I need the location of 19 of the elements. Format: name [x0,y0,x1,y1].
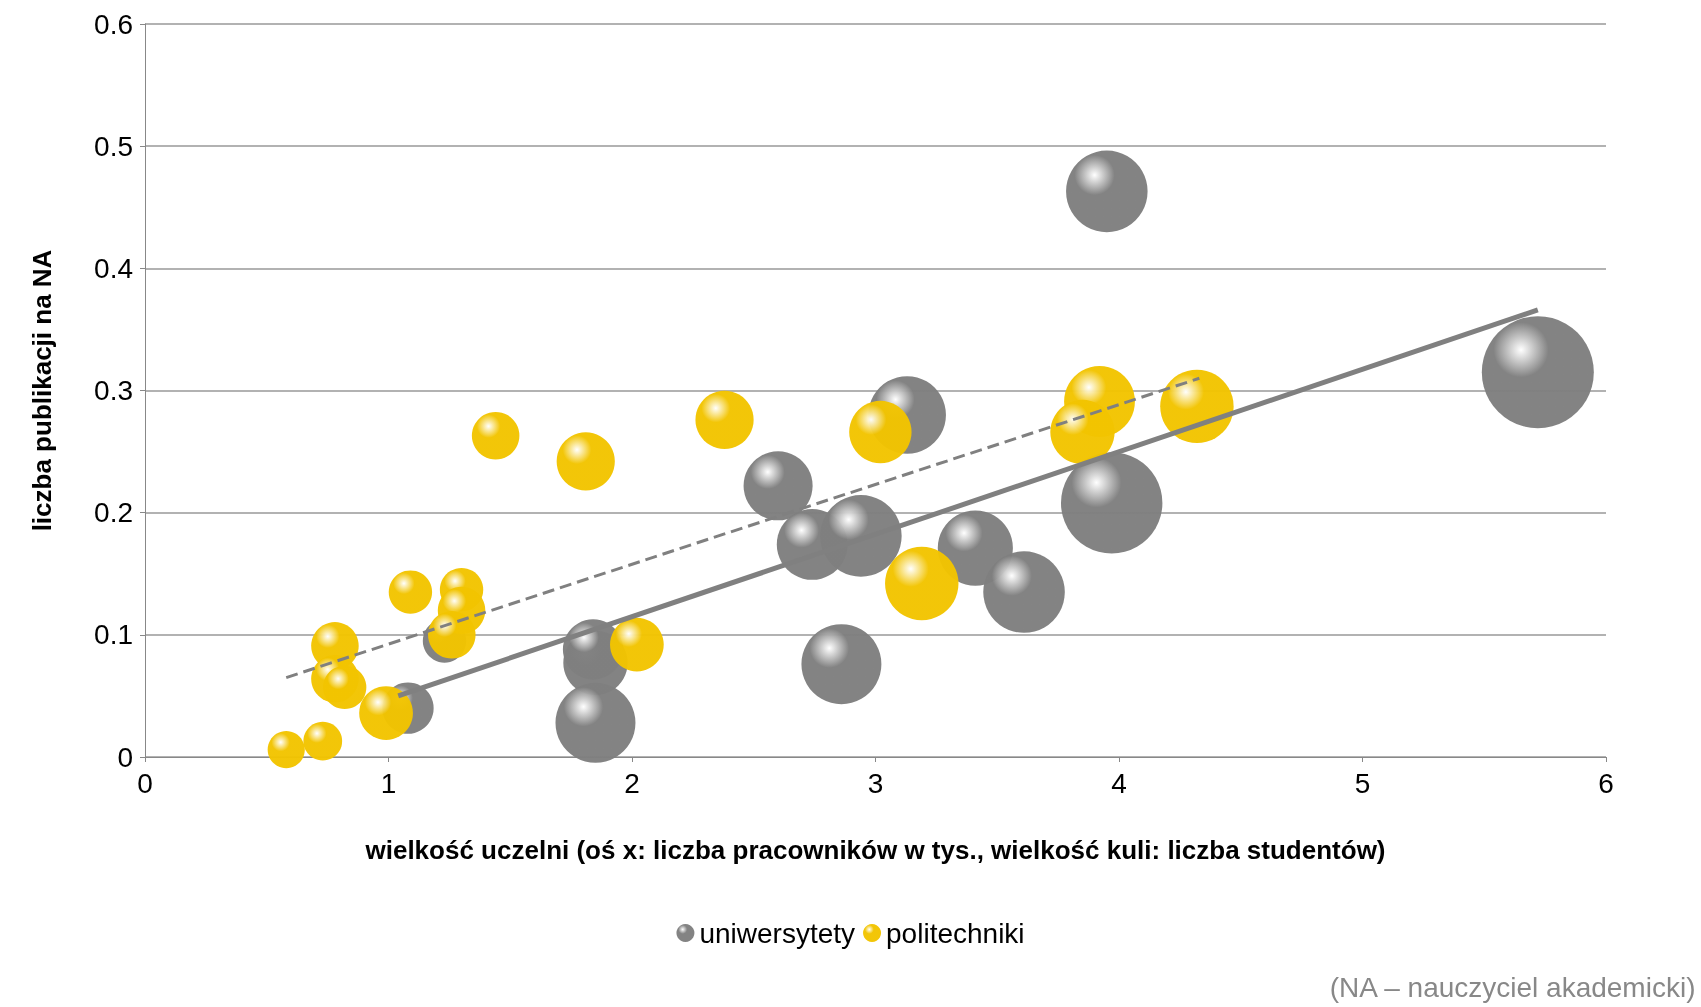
x-tick-label: 2 [624,767,640,799]
legend-label: uniwersytety [699,917,856,949]
x-axis-title: wielkość uczelni (oś x: liczba pracowników w tys., wielkość kuli: liczba studentów) [364,835,1386,865]
y-tick-label: 0.2 [94,497,133,529]
x-tick-label: 6 [1598,767,1614,799]
y-tick-label: 0.5 [94,130,133,162]
x-tick-label: 5 [1354,767,1371,799]
x-tick-label: 3 [867,767,884,799]
y-tick-label: 0.6 [94,8,133,40]
y-tick-label: 0.3 [94,375,133,406]
y-tick-label: 0.4 [94,252,133,284]
y-tick-label: 0.1 [94,619,133,651]
legend-label: politechniki [886,917,1025,949]
text: (NA – nauczyciel akademicki) [1329,971,1696,1003]
y-axis-title: liczba publikacji na NA [27,249,57,532]
y-tick-label: 0 [117,741,133,773]
x-tick-label: 1 [380,767,397,799]
x-tick-label: 4 [1111,767,1127,799]
x-tick-label: 0 [137,767,153,799]
